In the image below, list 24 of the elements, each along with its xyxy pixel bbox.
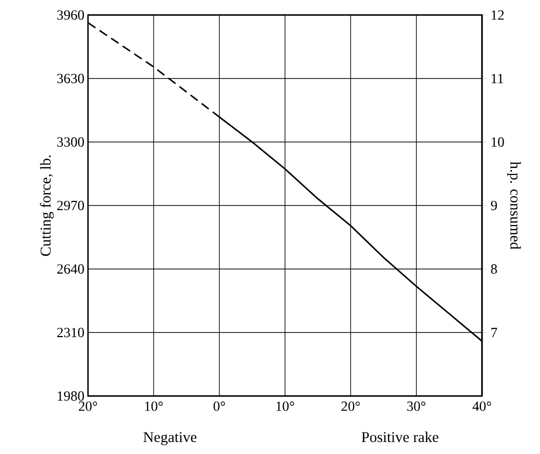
x-tick-label: 20° [78, 402, 98, 411]
y2-tick-label: 11 [492, 74, 504, 84]
y-tick-label: 2640 [57, 264, 84, 274]
y2-tick-label: 7 [491, 328, 498, 338]
y-tick-label: 3630 [57, 74, 84, 84]
y2-tick-label: 8 [491, 264, 497, 274]
text: Negative [143, 432, 196, 446]
y-tick-label: 2310 [57, 328, 84, 338]
y2-axis-title: h.p. consumed [507, 162, 521, 250]
x-tick-label: 10° [276, 402, 294, 411]
y-axis-title: Cutting force, lb. [40, 155, 54, 256]
y-tick-label: 3300 [57, 137, 84, 147]
y2-tick-label: 9 [490, 200, 497, 210]
x-tick-label: 40° [472, 402, 492, 411]
y-tick-label: 3960 [57, 10, 84, 20]
x-tick-label: 20° [342, 402, 360, 411]
y-tick-label: 2970 [57, 200, 84, 210]
x-tick-label: 10° [145, 402, 163, 411]
y-tick-label: 1980 [58, 391, 84, 401]
x-tick-label: 30° [407, 402, 426, 411]
text: Positive rake [362, 432, 438, 442]
y2-tick-label: 10 [492, 137, 504, 147]
y2-tick-label: 12 [492, 10, 504, 20]
x-tick-label: 0° [214, 402, 225, 411]
